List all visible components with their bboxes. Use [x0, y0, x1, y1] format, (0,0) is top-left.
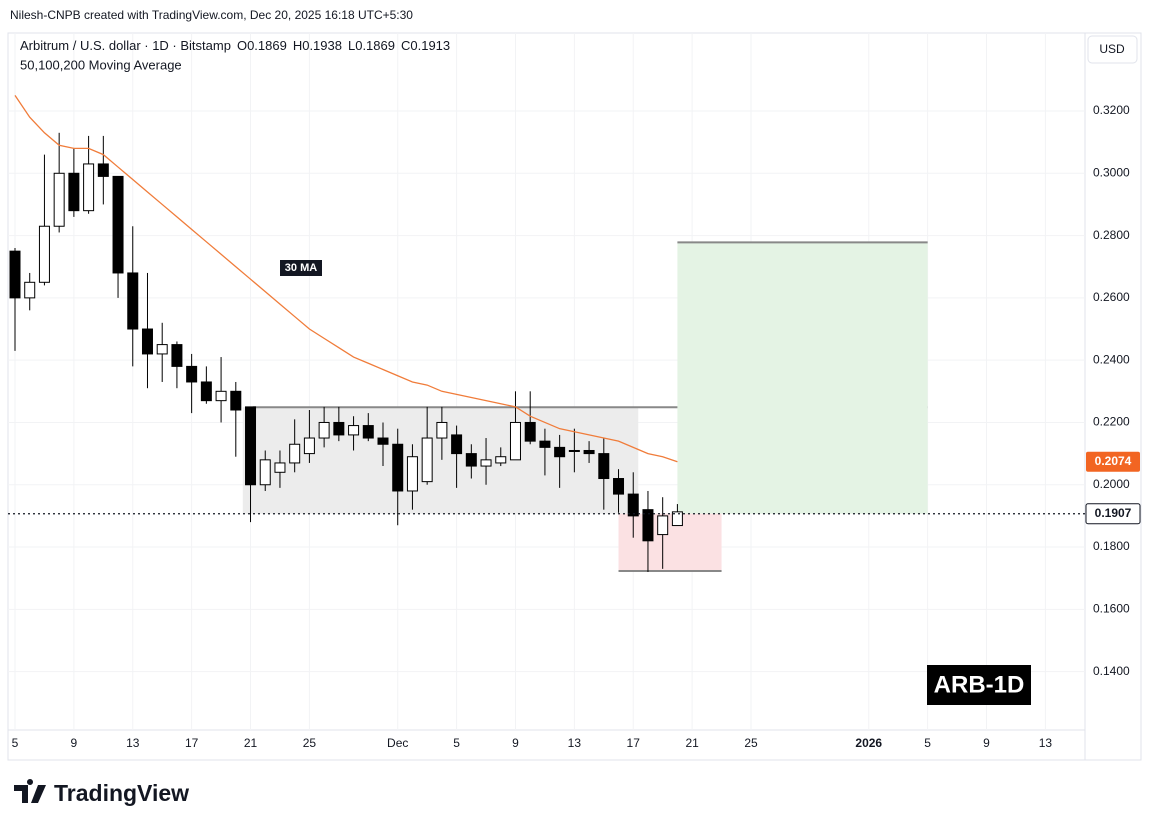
candle-body [657, 515, 669, 536]
zone [677, 242, 928, 514]
candle-body [68, 172, 80, 212]
candle-body [9, 250, 21, 299]
candle-body [259, 459, 271, 486]
x-tick-label: 21 [685, 736, 699, 750]
y-tick-label: 0.2600 [1093, 290, 1130, 304]
x-tick-label: 9 [71, 736, 78, 750]
x-tick-label: 13 [126, 736, 140, 750]
symbol: Arbitrum / U.S. dollar · 1D · Bitstamp [20, 38, 231, 53]
candle-body [112, 175, 124, 274]
y-tick-label: 0.2200 [1093, 415, 1130, 429]
subtitle: 50,100,200 Moving Average [20, 57, 182, 72]
candle-body [406, 456, 418, 492]
badge: ARB-1D [934, 671, 1025, 698]
candle-body [509, 421, 521, 461]
candle-body [303, 437, 315, 455]
x-tick-label: 9 [512, 736, 519, 750]
chart-title: Arbitrum / U.S. dollar · 1D · Bitstamp O0… [20, 38, 450, 53]
x-tick-label: 9 [983, 736, 990, 750]
x-tick-label: 25 [303, 736, 317, 750]
currency[interactable]: USD [1099, 42, 1125, 56]
logo: TradingView [54, 780, 189, 806]
x-tick-label: 17 [185, 736, 199, 750]
candle-body [480, 459, 492, 467]
moving-average [14, 95, 678, 463]
price-tag-label: 0.2074 [1095, 454, 1132, 468]
candle-body [539, 440, 551, 448]
candle-body [24, 281, 36, 299]
candle-body [274, 462, 286, 473]
ohlc-high: H0.1938 [293, 38, 342, 53]
x-tick-label: 17 [627, 736, 641, 750]
candle-body [362, 425, 374, 439]
candle-body [524, 421, 536, 442]
candle-body [465, 453, 477, 467]
candle-body [554, 446, 566, 458]
candle-body [495, 456, 507, 464]
candle-body [598, 453, 610, 480]
ohlc-close: C0.1913 [401, 38, 450, 53]
x-tick-label: 5 [924, 736, 931, 750]
candle-body [377, 437, 389, 445]
candle-body [53, 172, 65, 227]
candle-body [97, 163, 109, 177]
candle-body [289, 443, 301, 464]
candle-body [333, 421, 345, 436]
candle-body [568, 449, 580, 452]
price-tag-label: 0.1907 [1095, 506, 1132, 520]
candle-body [613, 478, 625, 495]
candle-body [200, 381, 212, 402]
candle-body [186, 365, 198, 383]
candle-body [436, 421, 448, 439]
candle-body [38, 225, 50, 283]
y-tick-label: 0.2800 [1093, 228, 1130, 242]
y-tick-label: 0.3200 [1093, 103, 1130, 117]
plot: 30 MA [8, 33, 1085, 730]
candle-body [83, 163, 95, 212]
x-tick-label: 13 [568, 736, 582, 750]
watermark: Nilesh-CNPB created with TradingView.com… [10, 8, 413, 22]
logo-icon [14, 779, 46, 803]
candle-body [171, 344, 183, 367]
ohlc-open: O0.1869 [237, 38, 287, 53]
x-tick-label: 5 [12, 736, 19, 750]
candle-body [318, 421, 330, 439]
y-tick-label: 0.2000 [1093, 477, 1130, 491]
candle-body [421, 437, 433, 483]
ma-label: 30 MA [285, 262, 317, 274]
candle-body [451, 434, 463, 455]
y-tick-label: 0.3000 [1093, 165, 1130, 179]
x-tick-label: Dec [387, 736, 408, 750]
x-tick-label: 21 [244, 736, 258, 750]
candle-body [627, 493, 639, 517]
zone [618, 513, 722, 572]
candle-body [156, 344, 168, 355]
y-tick-label: 0.1400 [1093, 664, 1130, 678]
candle-body [141, 328, 153, 355]
candle-body [671, 511, 683, 527]
candle-body [392, 443, 404, 492]
y-tick-label: 0.1600 [1093, 602, 1130, 616]
candle-body [642, 509, 654, 542]
price-tag [1086, 451, 1140, 472]
badge-box [927, 665, 1031, 705]
candle-body [245, 406, 257, 486]
currency-box[interactable] [1087, 35, 1138, 64]
x-tick-label: 13 [1039, 736, 1053, 750]
y-tick-label: 0.2400 [1093, 352, 1130, 366]
ma-label-box [280, 260, 322, 276]
candle-body [127, 272, 139, 330]
ohlc-low: L0.1869 [348, 38, 395, 53]
candle-body [230, 390, 242, 411]
x-tick-label: 25 [744, 736, 758, 750]
y-tick-label: 0.1800 [1093, 539, 1130, 553]
candle-body [583, 449, 595, 455]
x-tick-label: 5 [453, 736, 460, 750]
candle-body [215, 390, 227, 402]
x-tick-label: 2026 [855, 736, 882, 750]
candle-body [348, 425, 360, 436]
price-tag-outline [1085, 503, 1141, 525]
